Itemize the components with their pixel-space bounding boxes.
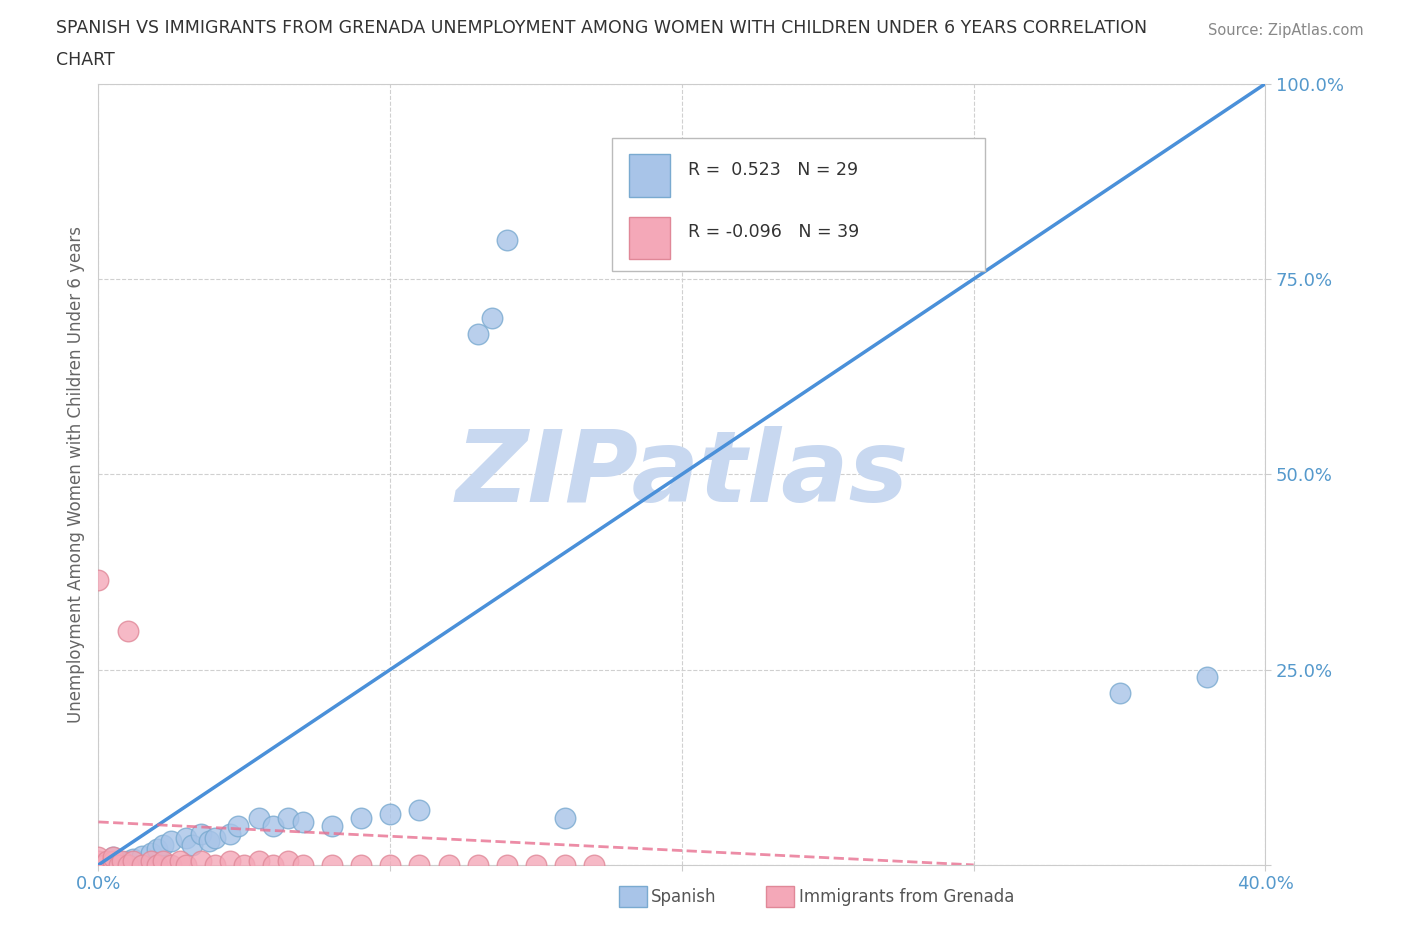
Point [228, 818, 250, 833]
Point [408, 857, 430, 872]
Point [139, 845, 162, 860]
Point [1108, 685, 1130, 700]
Point [277, 811, 299, 826]
Point [190, 826, 212, 841]
Point [554, 857, 576, 872]
Point [146, 857, 169, 872]
Text: R =  0.523   N = 29: R = 0.523 N = 29 [688, 161, 858, 179]
Point [169, 854, 191, 869]
Point [190, 854, 212, 869]
Point [291, 857, 314, 872]
FancyBboxPatch shape [630, 217, 671, 259]
Point [87, 850, 110, 865]
Point [583, 857, 606, 872]
Point [218, 854, 240, 869]
Text: Spanish: Spanish [651, 887, 717, 906]
Point [247, 854, 270, 869]
Point [101, 857, 124, 872]
FancyBboxPatch shape [630, 154, 671, 197]
Point [350, 811, 373, 826]
Point [1195, 670, 1218, 684]
Point [131, 857, 153, 872]
Point [467, 857, 489, 872]
Text: Source: ZipAtlas.com: Source: ZipAtlas.com [1208, 23, 1364, 38]
Point [87, 854, 110, 869]
Point [160, 834, 183, 849]
Point [93, 857, 115, 872]
Point [496, 232, 519, 247]
Point [262, 818, 284, 833]
Point [524, 857, 547, 872]
Point [467, 326, 489, 341]
Point [101, 850, 124, 865]
Point [180, 838, 202, 853]
Point [481, 311, 503, 325]
Point [204, 830, 226, 845]
Point [131, 848, 153, 863]
Point [96, 854, 118, 869]
Point [496, 857, 519, 872]
Point [247, 811, 270, 826]
FancyBboxPatch shape [612, 139, 986, 272]
Point [122, 851, 145, 866]
Point [139, 854, 162, 869]
Point [146, 842, 169, 857]
Point [122, 854, 145, 869]
Point [101, 850, 124, 865]
Point [101, 854, 124, 869]
Y-axis label: Unemployment Among Women with Children Under 6 years: Unemployment Among Women with Children U… [66, 226, 84, 723]
Text: ZIPatlas: ZIPatlas [456, 426, 908, 523]
Point [117, 854, 139, 869]
Point [321, 818, 343, 833]
Point [554, 811, 576, 826]
Text: Immigrants from Grenada: Immigrants from Grenada [799, 887, 1014, 906]
Point [111, 854, 134, 869]
Text: R = -0.096   N = 39: R = -0.096 N = 39 [688, 223, 859, 241]
Text: CHART: CHART [56, 51, 115, 69]
Point [152, 854, 174, 869]
Point [218, 826, 240, 841]
Point [117, 623, 139, 638]
Point [198, 834, 221, 849]
Point [117, 857, 139, 872]
Point [350, 857, 373, 872]
Point [87, 857, 110, 872]
Point [233, 857, 256, 872]
Point [277, 854, 299, 869]
Point [174, 830, 197, 845]
Point [321, 857, 343, 872]
Point [437, 857, 460, 872]
Point [408, 803, 430, 817]
Point [174, 857, 197, 872]
Point [152, 838, 174, 853]
Text: SPANISH VS IMMIGRANTS FROM GRENADA UNEMPLOYMENT AMONG WOMEN WITH CHILDREN UNDER : SPANISH VS IMMIGRANTS FROM GRENADA UNEMP… [56, 19, 1147, 36]
Point [291, 815, 314, 830]
Point [204, 857, 226, 872]
Point [380, 806, 402, 821]
Point [160, 857, 183, 872]
Point [380, 857, 402, 872]
Point [87, 572, 110, 587]
Point [108, 857, 131, 872]
Point [262, 857, 284, 872]
